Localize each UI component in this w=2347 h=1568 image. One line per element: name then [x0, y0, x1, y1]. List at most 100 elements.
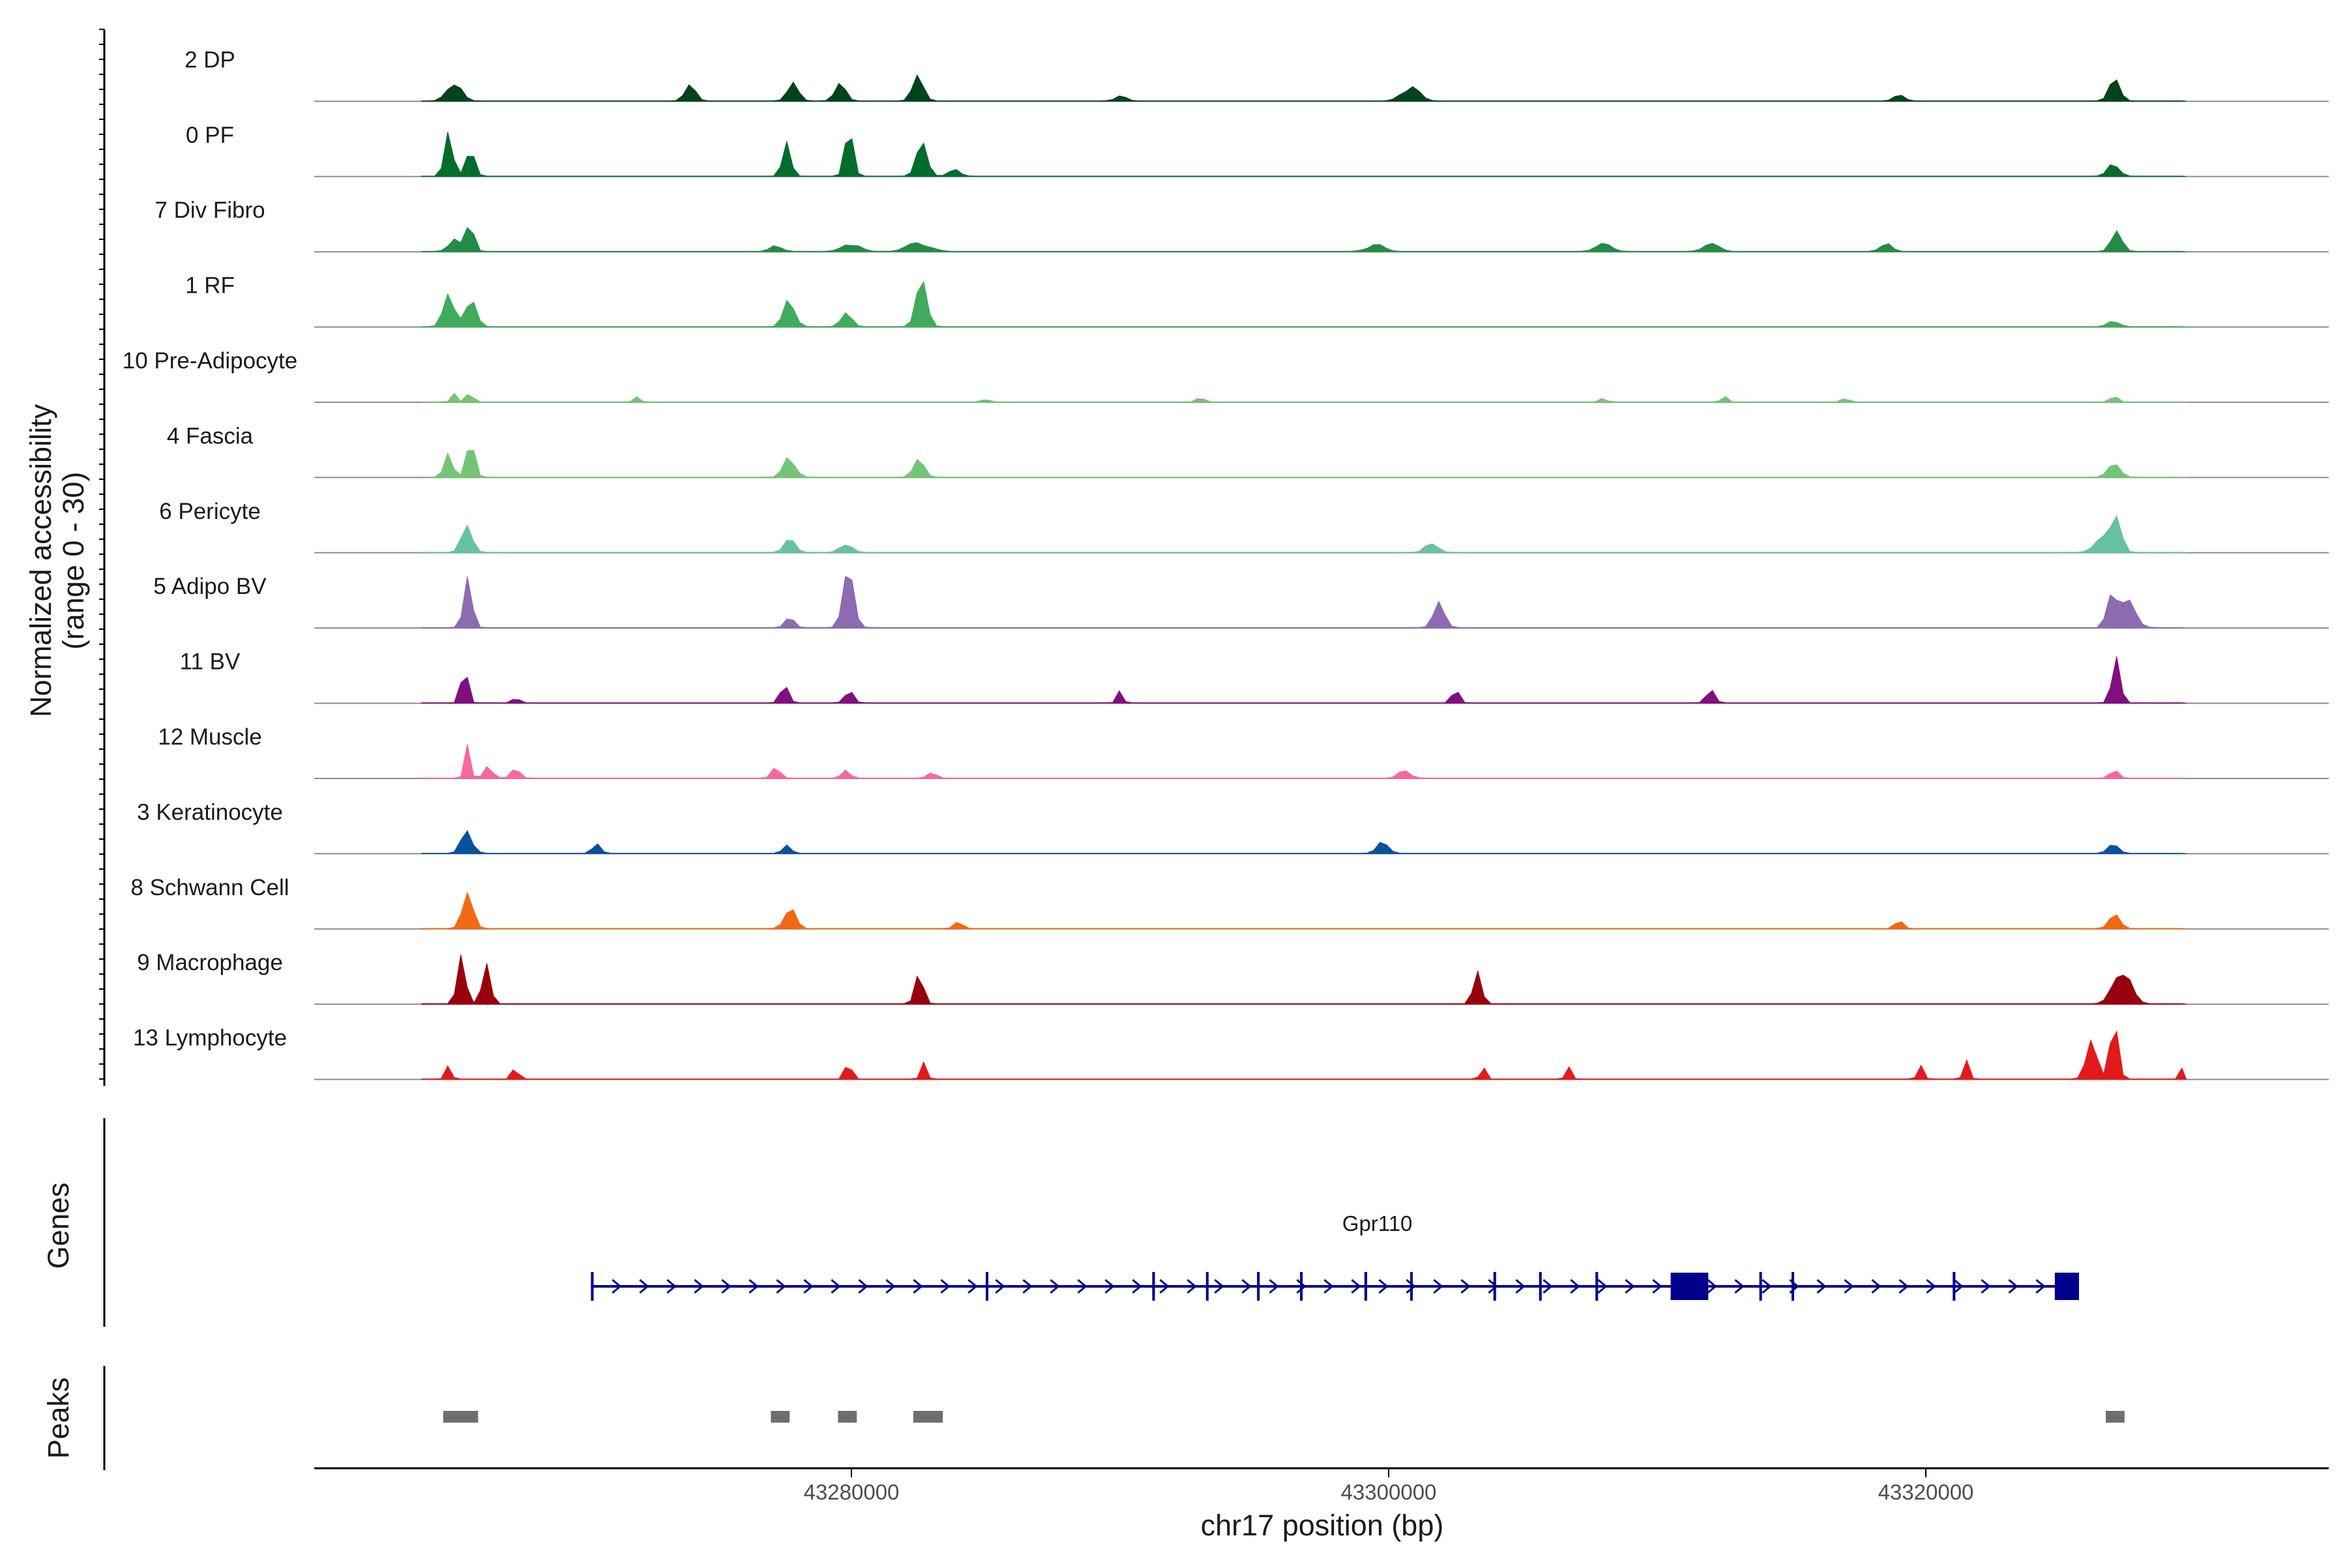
exon: [1300, 1272, 1303, 1301]
coverage-area: [421, 830, 2187, 854]
exon: [2054, 1273, 2079, 1300]
peaks-panel-label: Peaks: [42, 1377, 75, 1458]
coverage-area: [421, 280, 2187, 328]
strand-arrow: [1734, 1279, 1745, 1294]
exon: [1953, 1272, 1956, 1301]
track-label: 6 Pericyte: [159, 499, 261, 524]
y-axis-title-line2: (range 0 - 30): [57, 472, 90, 650]
strand-arrow: [1707, 1279, 1717, 1294]
coverage-area: [421, 656, 2187, 704]
track-label: 5 Adipo BV: [153, 574, 267, 599]
strand-arrow: [1022, 1279, 1033, 1294]
strand-arrow: [1050, 1279, 1060, 1294]
strand-arrow: [1351, 1279, 1361, 1294]
track-4-fascia: 4 Fascia: [167, 423, 2329, 479]
strand-arrow: [666, 1279, 677, 1294]
strand-arrow: [1488, 1279, 1498, 1294]
strand-arrow: [1241, 1279, 1252, 1294]
track-3-keratinocyte: 3 Keratinocyte: [137, 799, 2329, 855]
x-axis: chr17 position (bp) 43280000 43300000 4332…: [314, 1467, 2329, 1542]
exon: [986, 1272, 988, 1301]
exon: [1410, 1272, 1413, 1301]
strand-arrow: [1953, 1279, 1964, 1294]
strand-arrow: [1570, 1279, 1580, 1294]
track-label: 12 Muscle: [158, 724, 262, 750]
coverage-area: [421, 576, 2187, 629]
genes-panel: Genes Gpr110: [42, 1118, 2079, 1327]
strand-arrow: [1378, 1279, 1389, 1294]
strand-arrow: [1898, 1279, 1909, 1294]
strand-arrow: [1214, 1279, 1224, 1294]
track-label: 3 Keratinocyte: [137, 799, 283, 825]
x-tick-label: 43320000: [1878, 1480, 1974, 1504]
track-0-pf: 0 PF: [186, 123, 2329, 177]
track-11-bv: 11 BV: [180, 649, 2329, 704]
coverage-area: [421, 954, 2187, 1005]
strand-arrow: [1460, 1279, 1471, 1294]
peak-region: [2106, 1411, 2125, 1423]
exon: [1539, 1272, 1542, 1301]
track-label: 2 DP: [185, 47, 235, 72]
coverage-tracks: 2 DP 0 PF 7 Div Fibro 1 RF 10 Pre-Adipocyte 4…: [123, 47, 2329, 1080]
track-6-pericyte: 6 Pericyte: [159, 499, 2329, 554]
exon: [1759, 1272, 1762, 1301]
x-axis-title: chr17 position (bp): [1201, 1509, 1444, 1542]
strand-arrow: [1762, 1279, 1772, 1294]
strand-arrow: [612, 1279, 622, 1294]
gene-name-label: Gpr110: [1342, 1211, 1413, 1235]
coverage-area: [421, 744, 2187, 779]
track-1-rf: 1 RF: [185, 273, 2329, 328]
coverage-area: [421, 1030, 2187, 1080]
track-5-adipo-bv: 5 Adipo BV: [153, 574, 2329, 629]
strand-arrow: [1816, 1279, 1827, 1294]
y-axis-title-line1: Normalized accessibility: [24, 404, 57, 717]
coverage-area: [421, 392, 2187, 403]
genes-panel-label: Genes: [42, 1183, 75, 1269]
strand-arrow: [858, 1279, 868, 1294]
track-label: 4 Fascia: [167, 423, 254, 449]
strand-arrow: [748, 1279, 759, 1294]
strand-arrow: [1871, 1279, 1882, 1294]
exon: [1792, 1272, 1794, 1301]
strand-arrow: [721, 1279, 731, 1294]
peak-region: [838, 1411, 857, 1423]
strand-arrow: [1269, 1279, 1279, 1294]
track-label: 10 Pre-Adipocyte: [123, 348, 297, 374]
peak-region: [913, 1411, 943, 1423]
strand-arrow: [1926, 1279, 1936, 1294]
track-13-lymphocyte: 13 Lymphocyte: [133, 1026, 2329, 1080]
strand-arrow: [1597, 1279, 1608, 1294]
x-tick-label: 43300000: [1341, 1480, 1437, 1504]
strand-arrow: [1104, 1279, 1115, 1294]
strand-arrow: [913, 1279, 923, 1294]
strand-arrow: [2008, 1279, 2018, 1294]
strand-arrow: [2035, 1279, 2046, 1294]
peak-region: [771, 1411, 790, 1423]
track-label: 9 Macrophage: [137, 950, 283, 975]
track-label: 1 RF: [185, 273, 235, 299]
coverage-area: [421, 450, 2187, 478]
strand-arrow: [1406, 1279, 1416, 1294]
strand-arrow: [1515, 1279, 1526, 1294]
strand-arrow: [694, 1279, 704, 1294]
strand-arrow: [1296, 1279, 1306, 1294]
strand-arrow: [831, 1279, 841, 1294]
track-2-dp: 2 DP: [185, 47, 2329, 102]
y-axis: Normalized accessibility (range 0 - 30): [24, 29, 106, 1086]
exon: [1595, 1272, 1599, 1301]
track-label: 11 BV: [180, 649, 241, 675]
track-7-div-fibro: 7 Div Fibro: [155, 198, 2329, 253]
strand-arrow: [1844, 1279, 1854, 1294]
peaks-panel: Peaks: [42, 1366, 2125, 1470]
exon: [1493, 1272, 1496, 1301]
strand-arrow: [1187, 1279, 1197, 1294]
exon: [1205, 1272, 1209, 1301]
strand-arrow: [1625, 1279, 1635, 1294]
track-9-macrophage: 9 Macrophage: [137, 950, 2329, 1005]
coverage-area: [421, 227, 2187, 252]
coverage-area: [421, 132, 2187, 177]
track-12-muscle: 12 Muscle: [158, 724, 2329, 779]
strand-arrow: [995, 1279, 1005, 1294]
